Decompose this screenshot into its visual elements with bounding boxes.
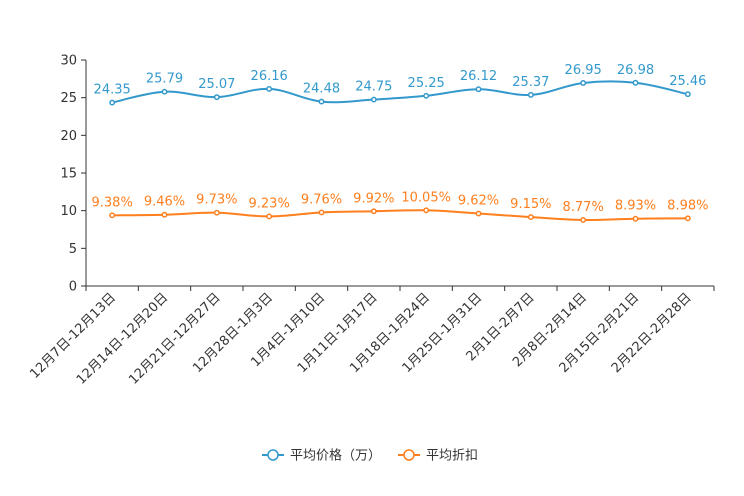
data-label: 8.93% (615, 199, 656, 214)
data-point[interactable] (423, 92, 430, 99)
data-point[interactable] (318, 98, 325, 105)
y-tick-label: 20 (60, 129, 77, 144)
data-point[interactable] (109, 99, 116, 106)
data-label: 9.62% (458, 194, 499, 209)
data-point[interactable] (423, 207, 430, 214)
legend-circle-marker (403, 449, 415, 461)
data-point[interactable] (475, 86, 482, 93)
legend-label: 平均价格（万） (290, 448, 381, 464)
data-point[interactable] (527, 214, 534, 221)
data-point[interactable] (527, 91, 534, 98)
y-tick-label: 5 (69, 242, 77, 257)
data-point[interactable] (109, 212, 116, 219)
y-tick-label: 10 (60, 204, 77, 219)
data-point[interactable] (213, 94, 220, 101)
data-label: 9.76% (301, 192, 342, 207)
data-point[interactable] (266, 213, 273, 220)
data-label: 24.48 (303, 82, 340, 97)
data-label: 26.98 (617, 63, 654, 78)
data-point[interactable] (370, 208, 377, 215)
data-label: 9.46% (144, 195, 185, 210)
data-label: 9.23% (249, 196, 290, 211)
data-label: 25.37 (512, 75, 549, 90)
data-label: 25.46 (669, 74, 706, 89)
data-point[interactable] (161, 88, 168, 95)
y-tick-label: 30 (60, 54, 77, 69)
x-tick-label: 12月21日-12月27日 (126, 290, 223, 387)
legend-circle-marker (267, 449, 279, 461)
x-tick-label: 12月7日-12月13日 (27, 290, 119, 382)
series-2: 9.38% 9.46% 9.73% 9.23% 9.76% 9.92% 10.05% 9.62… (92, 190, 708, 223)
data-point[interactable] (475, 210, 482, 217)
data-point[interactable] (580, 216, 587, 223)
data-label: 8.98% (667, 198, 708, 213)
axes-group: 0 5 10 15 20 25 30 12月7日-12月13日12月14日-12月20日12月… (27, 54, 715, 388)
data-point[interactable] (213, 209, 220, 216)
data-point[interactable] (632, 79, 639, 86)
data-label: 9.15% (510, 197, 551, 212)
data-label: 9.73% (196, 193, 237, 208)
data-label: 26.95 (565, 63, 602, 78)
legend-label: 平均折扣 (426, 449, 478, 464)
legend[interactable]: 平均价格（万） 平均折扣 (262, 448, 478, 464)
y-tick-label: 25 (60, 91, 77, 106)
data-point[interactable] (684, 215, 691, 222)
data-label: 8.77% (563, 200, 604, 215)
data-label: 26.12 (460, 69, 497, 84)
data-point[interactable] (684, 91, 691, 98)
data-point[interactable] (580, 80, 587, 86)
series-1: 24.35 25.79 25.07 26.16 24.48 24.75 25.25 26.12… (94, 63, 706, 106)
x-tick-label: 12月14日-12月20日 (74, 290, 171, 387)
data-label: 9.38% (92, 195, 133, 210)
data-point[interactable] (161, 211, 168, 218)
data-label: 24.75 (355, 80, 392, 95)
data-point[interactable] (632, 215, 639, 222)
data-point[interactable] (370, 96, 377, 103)
data-label: 26.16 (251, 69, 288, 84)
legend-item-2[interactable]: 平均折扣 (398, 449, 478, 464)
data-point[interactable] (266, 85, 273, 92)
legend-item-1[interactable]: 平均价格（万） (262, 448, 381, 464)
series-line (112, 209, 688, 221)
data-point[interactable] (318, 209, 325, 216)
y-tick-label: 15 (60, 167, 77, 182)
data-label: 25.25 (408, 76, 445, 91)
data-label: 24.35 (94, 83, 131, 98)
series-group: 24.35 25.79 25.07 26.16 24.48 24.75 25.25 26.12… (92, 63, 708, 223)
data-label: 25.07 (198, 77, 235, 92)
data-label: 25.79 (146, 72, 183, 87)
series-line (111, 80, 689, 104)
data-label: 9.92% (353, 191, 394, 206)
data-label: 10.05% (401, 190, 451, 205)
y-tick-label: 0 (69, 280, 77, 295)
